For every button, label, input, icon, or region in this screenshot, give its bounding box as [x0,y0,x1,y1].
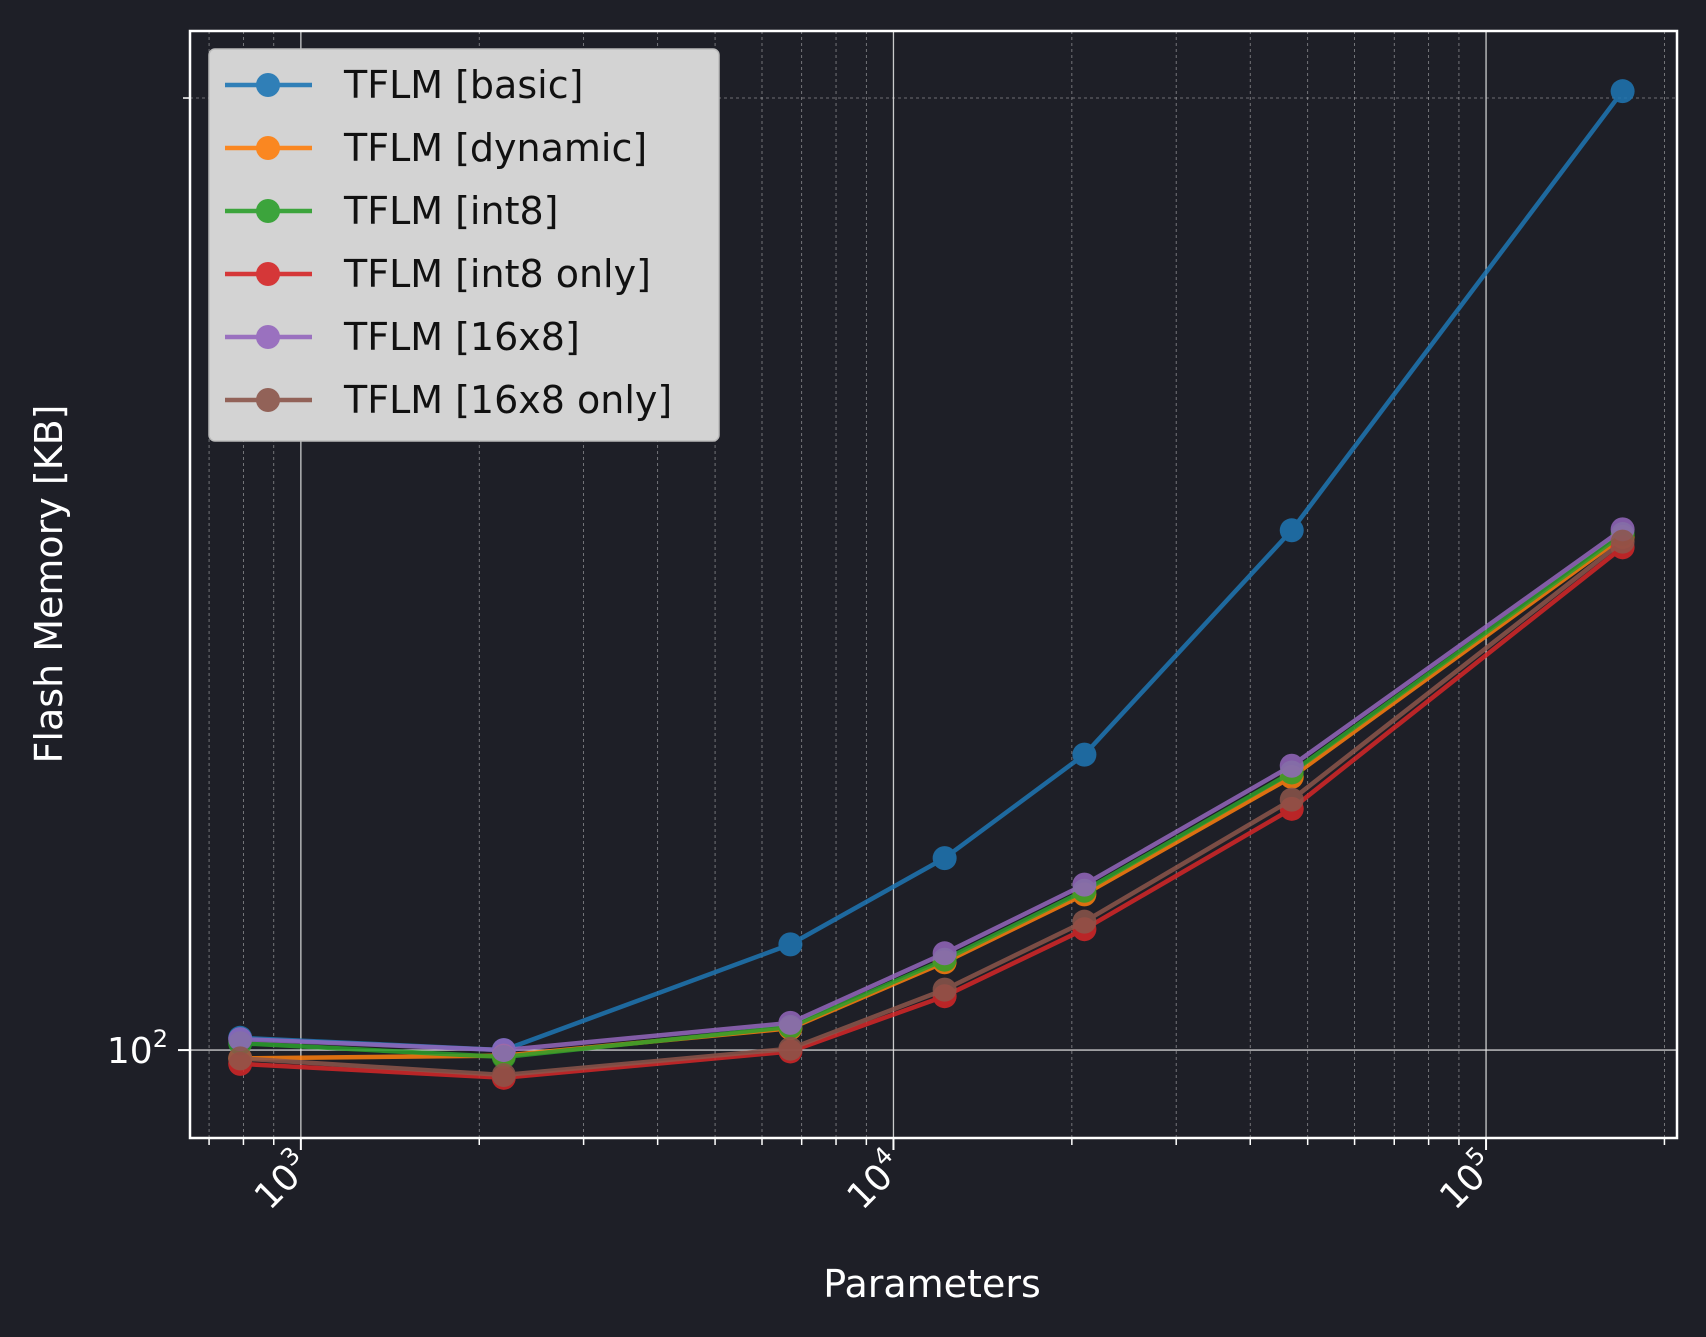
data-point [1279,518,1304,543]
data-point [932,941,957,966]
data-point [491,1063,516,1088]
legend-label: TFLM [int8 only] [343,252,651,296]
data-point [1072,742,1097,767]
legend-swatch-marker [256,325,280,349]
data-point [491,1038,516,1063]
data-point [778,1036,803,1061]
legend-swatch-marker [256,262,280,286]
legend-swatch-marker [256,136,280,160]
legend-entry [225,136,312,160]
series-layer [228,79,1635,1090]
legend-label: TFLM [dynamic] [343,126,647,170]
y-axis-label: Flash Memory [KB] [27,405,71,764]
data-point [1072,872,1097,897]
data-point [228,1046,253,1071]
data-point [1279,787,1304,812]
legend-entry [225,262,312,286]
legend-swatch-marker [256,73,280,97]
legend-label: TFLM [int8] [343,189,558,233]
series-6 [228,529,1635,1088]
legend-entry [225,325,312,349]
data-point [1610,79,1635,104]
y-tick-exponent: 2 [153,1025,168,1053]
legend-box [208,48,720,442]
legend-swatch-marker [256,388,280,412]
legend-entry [225,73,312,97]
legend-entry [225,199,312,223]
data-point [228,1027,253,1052]
plot-frame [188,29,1679,1140]
data-point [1610,529,1635,554]
legend-label: TFLM [basic] [343,63,583,107]
data-point [932,977,957,1002]
data-point [778,1010,803,1035]
y-tick-label: 102 [107,1025,168,1072]
data-point [1072,909,1097,934]
legend: TFLM [basic] TFLM [dynamic] TFLM [int8] TFL… [208,48,720,442]
y-tick-base: 10 [107,1031,153,1072]
x-axis-label: Parameters [823,1262,1041,1306]
data-point [778,932,803,957]
legend-label: TFLM [16x8] [343,315,580,359]
data-point [932,846,957,871]
legend-label: TFLM [16x8 only] [343,378,672,422]
data-point [1279,753,1304,778]
legend-swatch-marker [256,199,280,223]
legend-entry [225,388,312,412]
